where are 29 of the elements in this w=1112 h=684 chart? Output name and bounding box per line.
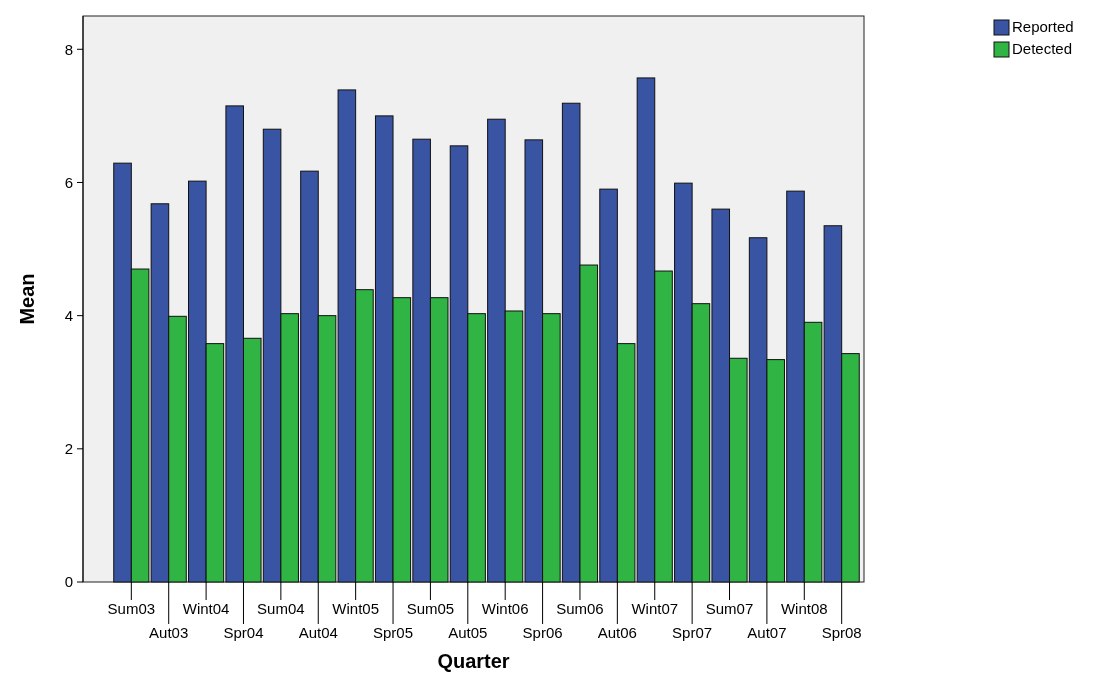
- x-tick-label: Wint08: [780, 600, 828, 617]
- x-tick-label: Sum06: [556, 600, 604, 617]
- x-tick-label: Spr04: [223, 624, 264, 641]
- x-tick-label: Wint04: [182, 600, 230, 617]
- y-tick-label: 2: [64, 440, 73, 458]
- x-tick-label: Aut05: [448, 624, 488, 641]
- x-tick-label: Aut06: [597, 624, 637, 641]
- x-tick-label: Sum04: [257, 600, 305, 617]
- x-tick-label: Aut03: [149, 624, 189, 641]
- x-tick-label: Wint06: [481, 600, 529, 617]
- x-tick-label: Wint05: [332, 600, 379, 617]
- x-axis-title: Quarter: [437, 650, 510, 672]
- y-tick-label: 6: [64, 173, 73, 191]
- x-tick-label: Spr05: [373, 624, 414, 641]
- y-axis-title: Mean: [16, 273, 38, 325]
- x-tick-label: Sum07: [705, 600, 754, 617]
- x-tick-label: Sum05: [406, 600, 455, 617]
- legend-label: Reported: [1012, 18, 1074, 35]
- y-tick-label: 8: [64, 40, 73, 58]
- y-tick-label: 0: [64, 573, 73, 591]
- x-tick-label: Wint07: [631, 600, 679, 617]
- y-tick-label: 4: [64, 306, 73, 324]
- x-tick-label: Aut07: [747, 624, 787, 641]
- x-tick-label: Sum03: [107, 600, 156, 617]
- x-tick-label: Spr07: [672, 624, 713, 641]
- x-tick-label: Spr08: [821, 624, 862, 641]
- x-tick-label: Spr06: [522, 624, 563, 641]
- x-tick-label: Aut04: [298, 624, 338, 641]
- legend-label: Detected: [1012, 40, 1073, 57]
